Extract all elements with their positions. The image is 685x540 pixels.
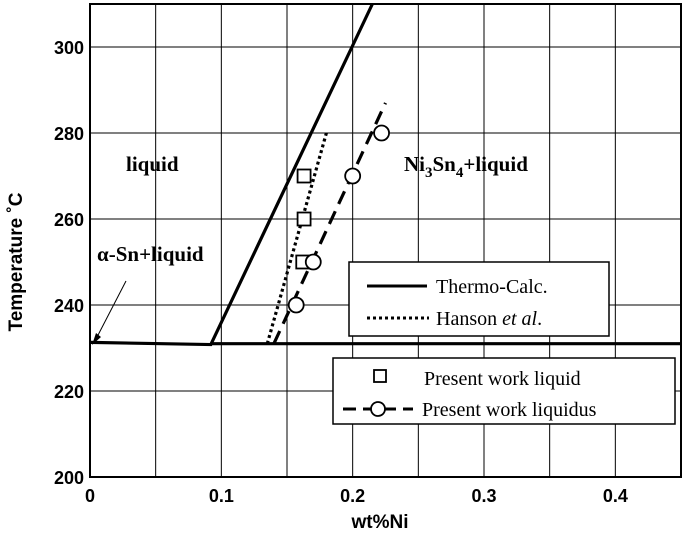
sn-text: Sn — [433, 152, 457, 176]
region-label-alpha-sn: α-Sn+liquid — [97, 242, 204, 266]
markers — [287, 124, 390, 314]
legend-label-thermo-calc: Thermo-Calc. — [436, 276, 548, 298]
circle-marker — [344, 167, 362, 185]
curves — [89, 3, 681, 347]
tick-labels: 0 0.1 0.2 0.3 0.4 200 220 240 260 280 300 — [54, 38, 628, 506]
legend-label-present-liquid: Present work liquid — [424, 368, 581, 390]
square-marker — [296, 211, 312, 227]
circle-marker — [304, 253, 322, 271]
legend-box-1: Thermo-Calc. Hanson et al. — [348, 261, 610, 337]
y-axis-title: Temperature ˚C — [6, 192, 27, 331]
circle-marker — [373, 124, 390, 142]
region-label-ni3sn4: Ni3Sn4+liquid — [404, 152, 528, 181]
sn-subscript: 4 — [456, 165, 464, 181]
y-tick-label: 300 — [54, 38, 84, 58]
legend-label-present-liquidus: Present work liquidus — [422, 399, 597, 421]
x-tick-label: 0.1 — [209, 486, 234, 506]
x-tick-label: 0.3 — [471, 486, 496, 506]
circle-marker — [287, 296, 305, 314]
x-tick-label: 0.4 — [603, 486, 628, 506]
y-tick-label: 240 — [54, 296, 84, 316]
y-tick-label: 280 — [54, 124, 84, 144]
x-tick-label: 0.2 — [340, 486, 365, 506]
liquid-suffix: +liquid — [463, 152, 528, 176]
x-axis-title: wt%Ni — [351, 512, 409, 533]
y-tick-label: 220 — [54, 382, 84, 402]
legend-square-marker — [373, 369, 387, 383]
alpha-sn-pointer — [92, 280, 127, 345]
y-tick-label: 260 — [54, 210, 84, 230]
ni-subscript: 3 — [425, 165, 433, 181]
plot-frame — [89, 3, 682, 478]
region-label-liquid: liquid — [126, 152, 179, 176]
legend-box-2: Present work liquid Present work liquidu… — [332, 357, 676, 425]
square-marker — [296, 168, 312, 184]
series-line-hanson-et-al — [265, 132, 328, 345]
ni-text: Ni — [404, 152, 425, 176]
legend-label-hanson: Hanson et al. — [436, 308, 542, 330]
x-tick-label: 0 — [85, 486, 95, 506]
legend-circle-marker — [370, 401, 386, 417]
y-tick-label: 200 — [54, 468, 84, 488]
